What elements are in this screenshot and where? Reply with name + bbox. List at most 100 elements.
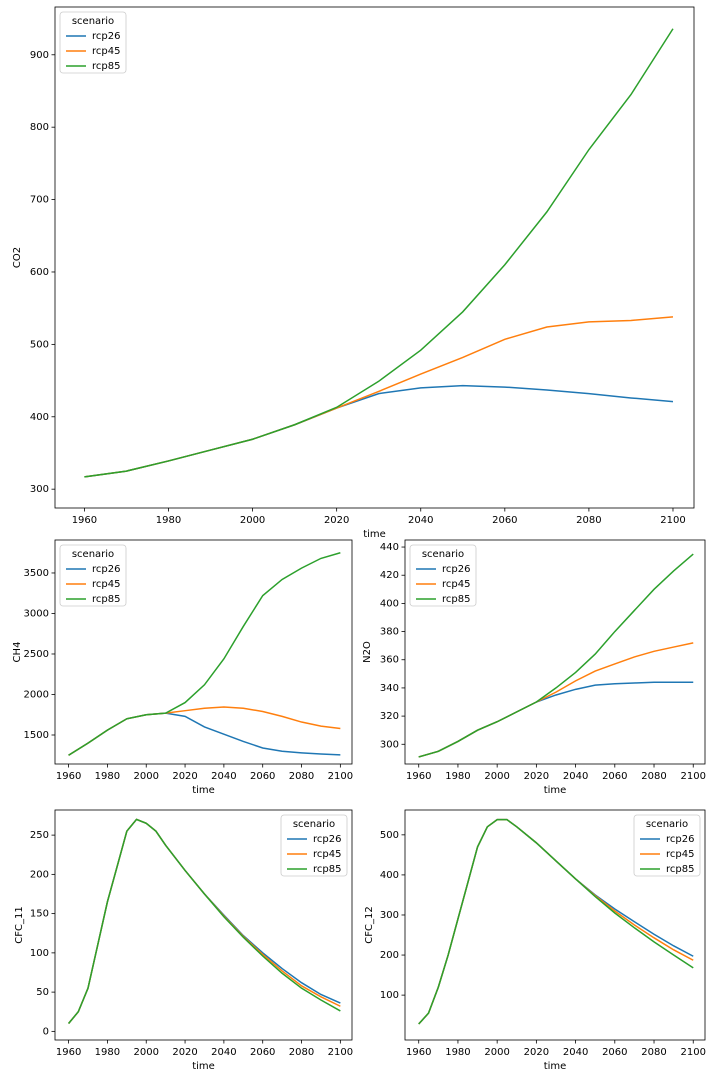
x-tick-label: 2040 (211, 1047, 236, 1058)
y-tick-label: 0 (43, 1026, 49, 1037)
x-tick-label: 2020 (524, 771, 549, 782)
x-tick-label: 1960 (406, 1047, 431, 1058)
series-line (68, 818, 341, 1024)
legend-label: rcp26 (92, 31, 120, 42)
series-line (68, 712, 341, 756)
x-tick-label: 1980 (445, 1047, 470, 1058)
y-axis-label: CFC_12 (364, 906, 375, 943)
x-tick-label: 2040 (563, 771, 588, 782)
x-tick-label: 2040 (211, 771, 236, 782)
legend-label: rcp85 (92, 594, 120, 605)
legend-title: scenario (646, 819, 688, 830)
x-tick-label: 2100 (328, 771, 353, 782)
y-tick-label: 600 (30, 267, 49, 278)
legend-frame (633, 814, 701, 877)
x-tick-label: 2000 (484, 1047, 509, 1058)
subplot: 1960 1980 2000 2020 2040 2060 2080 2100 100 200 30… (364, 809, 706, 1072)
subplot: 1960 1980 2000 2020 2040 2060 2080 2100 300 320 34… (362, 539, 706, 796)
series-line (418, 553, 694, 758)
x-tick-label: 2060 (250, 771, 275, 782)
x-tick-label: 2100 (660, 515, 685, 526)
legend-title: scenario (72, 16, 114, 27)
x-tick-label: 2080 (576, 515, 601, 526)
x-tick-label: 1980 (95, 1047, 120, 1058)
y-tick-label: 100 (380, 990, 399, 1001)
series-line (84, 384, 674, 478)
legend-frame (280, 814, 348, 877)
legend-label: rcp85 (442, 594, 470, 605)
x-tick-label: 1960 (406, 771, 431, 782)
y-tick-label: 400 (380, 870, 399, 881)
axes-frame (54, 6, 695, 509)
x-tick-label: 1960 (56, 1047, 81, 1058)
y-tick-label: 1500 (24, 730, 49, 741)
axes-frame (404, 809, 706, 1041)
y-tick-label: 250 (30, 830, 49, 841)
series-line (68, 552, 341, 756)
y-tick-label: 100 (30, 948, 49, 959)
y-tick-label: 320 (380, 711, 399, 722)
legend-label: rcp45 (92, 579, 120, 590)
x-tick-label: 2080 (289, 1047, 314, 1058)
series-line (68, 706, 341, 756)
legend-label: rcp26 (666, 834, 694, 845)
subplot: 1960 1980 2000 2020 2040 2060 2080 2100 300 400 50… (12, 6, 695, 540)
x-axis-label: time (544, 785, 567, 796)
x-tick-label: 2040 (408, 515, 433, 526)
x-tick-label: 1960 (56, 771, 81, 782)
y-tick-label: 500 (380, 830, 399, 841)
y-tick-label: 2000 (24, 689, 49, 700)
x-tick-label: 2060 (602, 1047, 627, 1058)
y-tick-label: 3000 (24, 608, 49, 619)
y-tick-label: 300 (30, 484, 49, 495)
y-tick-label: 200 (380, 950, 399, 961)
legend-title: scenario (422, 549, 464, 560)
y-tick-label: 400 (380, 598, 399, 609)
y-tick-label: 200 (30, 869, 49, 880)
legend: scenario rcp26 rcp45 rcp85 (59, 11, 127, 74)
legend-label: rcp45 (92, 46, 120, 57)
legend-label: rcp85 (666, 864, 694, 875)
x-tick-label: 2060 (602, 771, 627, 782)
x-tick-label: 2060 (250, 1047, 275, 1058)
axes-frame (54, 539, 353, 765)
y-tick-label: 900 (30, 50, 49, 61)
x-tick-label: 2020 (524, 1047, 549, 1058)
x-tick-label: 2100 (681, 1047, 706, 1058)
series-line (84, 316, 674, 478)
series-line (418, 681, 694, 758)
x-tick-label: 1980 (95, 771, 120, 782)
legend-frame (409, 544, 477, 607)
y-tick-label: 800 (30, 122, 49, 133)
legend-title: scenario (72, 549, 114, 560)
x-tick-label: 2000 (484, 771, 509, 782)
y-tick-label: 700 (30, 195, 49, 206)
legend-label: rcp26 (442, 564, 470, 575)
y-tick-label: 440 (380, 542, 399, 553)
series-line (418, 818, 694, 1025)
legend-label: rcp85 (313, 864, 341, 875)
y-tick-label: 2500 (24, 649, 49, 660)
axes-frame (54, 809, 353, 1041)
y-tick-label: 420 (380, 570, 399, 581)
y-tick-label: 300 (380, 910, 399, 921)
legend-label: rcp45 (442, 579, 470, 590)
x-tick-label: 2020 (172, 1047, 197, 1058)
x-tick-label: 2060 (492, 515, 517, 526)
x-tick-label: 2080 (289, 771, 314, 782)
x-axis-label: time (363, 529, 386, 540)
axes-frame (404, 539, 706, 765)
subplot: 1960 1980 2000 2020 2040 2060 2080 2100 1500 2000… (12, 539, 353, 796)
y-tick-label: 380 (380, 627, 399, 638)
legend-frame (59, 544, 127, 607)
y-axis-label: N2O (362, 641, 373, 663)
x-tick-label: 2080 (641, 771, 666, 782)
y-axis-label: CO2 (12, 247, 23, 268)
x-axis-label: time (192, 785, 215, 796)
x-axis-label: time (192, 1061, 215, 1072)
x-tick-label: 2080 (641, 1047, 666, 1058)
y-axis-label: CH4 (12, 642, 23, 663)
legend-label: rcp26 (313, 834, 341, 845)
x-tick-label: 2020 (324, 515, 349, 526)
